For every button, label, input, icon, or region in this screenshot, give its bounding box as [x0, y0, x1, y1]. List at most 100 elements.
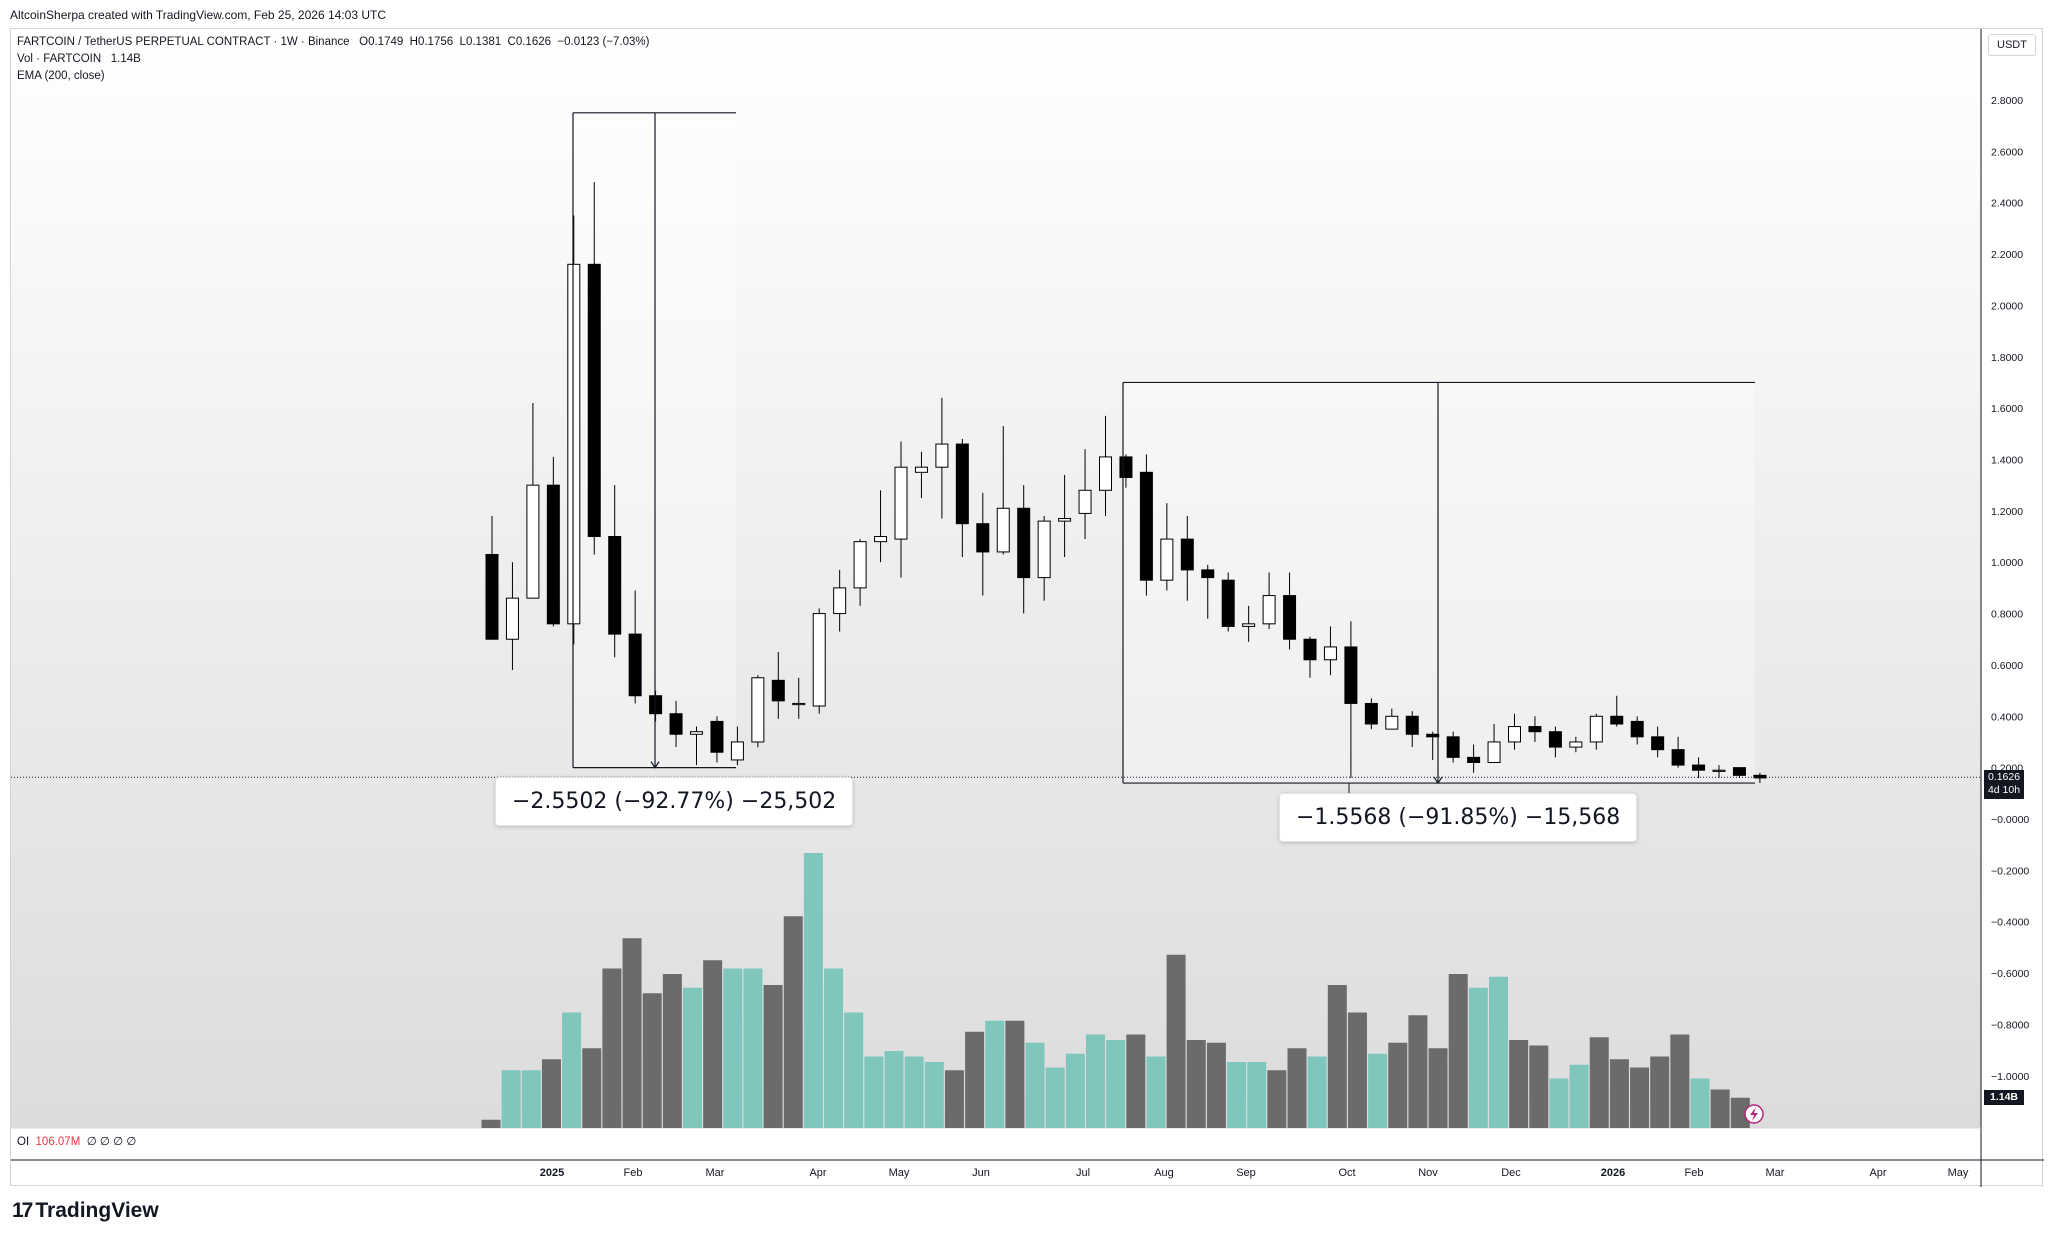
- volume-bar[interactable]: [1388, 1042, 1408, 1128]
- candle[interactable]: [526, 484, 540, 599]
- volume-bar[interactable]: [1146, 1056, 1166, 1129]
- volume-bar[interactable]: [1086, 1034, 1105, 1129]
- volume-bar[interactable]: [562, 1012, 582, 1129]
- volume-bar[interactable]: [1569, 1064, 1589, 1128]
- candle[interactable]: [1712, 769, 1726, 772]
- chart-canvas[interactable]: 2.8000 2.6000 2.4000 2.2000 2.0000 1.8000 1.60…: [11, 29, 2044, 1187]
- candle[interactable]: [853, 541, 867, 589]
- volume-bar[interactable]: [662, 974, 682, 1128]
- volume-bar[interactable]: [1690, 1078, 1710, 1129]
- candle[interactable]: [1078, 489, 1092, 514]
- candle[interactable]: [935, 443, 949, 468]
- candle[interactable]: [1651, 736, 1665, 751]
- volume-bar[interactable]: [884, 1051, 904, 1128]
- candle[interactable]: [1303, 638, 1317, 661]
- candle[interactable]: [874, 536, 888, 543]
- candle[interactable]: [914, 466, 928, 473]
- candle[interactable]: [1160, 538, 1174, 581]
- ema-legend[interactable]: EMA (200, close): [17, 68, 650, 85]
- candle[interactable]: [1099, 456, 1112, 491]
- volume-bar[interactable]: [1650, 1056, 1670, 1129]
- volume-bar[interactable]: [924, 1062, 944, 1128]
- volume-bar[interactable]: [965, 1031, 985, 1128]
- volume-bar[interactable]: [541, 1059, 561, 1128]
- volume-bar[interactable]: [1347, 1012, 1367, 1129]
- volume-bar[interactable]: [763, 985, 783, 1128]
- volume-bar[interactable]: [1448, 974, 1468, 1128]
- candle[interactable]: [587, 263, 601, 538]
- candle[interactable]: [812, 613, 826, 707]
- candle[interactable]: [1283, 595, 1297, 640]
- volume-bar[interactable]: [1186, 1040, 1206, 1128]
- volume-bar[interactable]: [521, 1070, 541, 1128]
- candle[interactable]: [1139, 471, 1153, 581]
- candle[interactable]: [1364, 702, 1378, 725]
- volume-bar[interactable]: [1609, 1059, 1629, 1128]
- candle[interactable]: [1446, 736, 1460, 758]
- volume-bar[interactable]: [501, 1070, 521, 1128]
- candle[interactable]: [1630, 720, 1644, 738]
- candle[interactable]: [690, 731, 703, 735]
- candle[interactable]: [505, 597, 519, 640]
- volume-bar[interactable]: [1670, 1034, 1690, 1129]
- candle[interactable]: [669, 713, 683, 735]
- tradingview-logo[interactable]: 17 TradingView: [12, 1199, 159, 1223]
- candle[interactable]: [1467, 756, 1481, 764]
- candle[interactable]: [1426, 733, 1440, 738]
- volume-bar[interactable]: [1045, 1067, 1065, 1129]
- candle[interactable]: [1753, 774, 1767, 779]
- measure-label-2[interactable]: −1.5568 (−91.85%) −15,568: [1279, 793, 1638, 842]
- volume-bar[interactable]: [1710, 1089, 1730, 1129]
- currency-selector[interactable]: USDT: [1988, 34, 2036, 56]
- volume-bar[interactable]: [1730, 1097, 1750, 1128]
- volume-bar[interactable]: [824, 968, 844, 1129]
- volume-bar[interactable]: [622, 938, 642, 1128]
- volume-bar[interactable]: [1166, 954, 1186, 1128]
- volume-bar[interactable]: [1327, 985, 1347, 1128]
- candle[interactable]: [1344, 646, 1358, 704]
- volume-bar[interactable]: [683, 987, 702, 1128]
- measure-zone-2[interactable]: [1123, 382, 1755, 784]
- volume-bar[interactable]: [944, 1070, 964, 1128]
- volume-bar[interactable]: [1468, 987, 1488, 1128]
- candle[interactable]: [1119, 456, 1133, 478]
- volume-bar[interactable]: [1126, 1034, 1146, 1129]
- candle[interactable]: [1017, 507, 1031, 579]
- measure-label-1[interactable]: −2.5502 (−92.77%) −25,502: [495, 777, 854, 826]
- volume-bar[interactable]: [1549, 1078, 1569, 1129]
- volume-bar[interactable]: [864, 1056, 884, 1129]
- candle[interactable]: [608, 536, 622, 635]
- candle[interactable]: [1569, 741, 1583, 748]
- oi-legend[interactable]: OI 106.07M ∅ ∅ ∅ ∅: [17, 1134, 136, 1148]
- candle[interactable]: [1323, 646, 1337, 661]
- candle[interactable]: [833, 587, 847, 615]
- volume-bar[interactable]: [703, 960, 723, 1128]
- candle[interactable]: [1037, 520, 1051, 579]
- volume-bar[interactable]: [844, 1012, 864, 1129]
- candle[interactable]: [955, 443, 969, 525]
- candle[interactable]: [1180, 538, 1194, 571]
- candle[interactable]: [485, 553, 499, 640]
- volume-bar[interactable]: [1307, 1056, 1327, 1129]
- candle[interactable]: [730, 741, 744, 761]
- volume-bar[interactable]: [1408, 1015, 1428, 1128]
- candle[interactable]: [1487, 741, 1501, 764]
- volume-bar[interactable]: [743, 968, 763, 1129]
- volume-bar[interactable]: [1428, 1048, 1448, 1128]
- candle[interactable]: [771, 679, 785, 702]
- volume-bar[interactable]: [1025, 1042, 1045, 1128]
- volume-bar[interactable]: [1267, 1070, 1287, 1128]
- candle[interactable]: [1548, 731, 1562, 748]
- volume-bar[interactable]: [1206, 1042, 1226, 1128]
- volume-bar[interactable]: [1630, 1067, 1650, 1129]
- volume-bar[interactable]: [1589, 1037, 1609, 1128]
- volume-bar[interactable]: [1065, 1053, 1085, 1128]
- volume-legend[interactable]: Vol · FARTCOIN 1.14B: [17, 51, 650, 68]
- candle[interactable]: [1528, 726, 1542, 733]
- candle[interactable]: [751, 677, 765, 743]
- volume-bar[interactable]: [1247, 1062, 1267, 1128]
- candle[interactable]: [894, 466, 908, 540]
- candle[interactable]: [1058, 518, 1072, 522]
- candle[interactable]: [710, 720, 724, 753]
- volume-bar[interactable]: [904, 1056, 924, 1129]
